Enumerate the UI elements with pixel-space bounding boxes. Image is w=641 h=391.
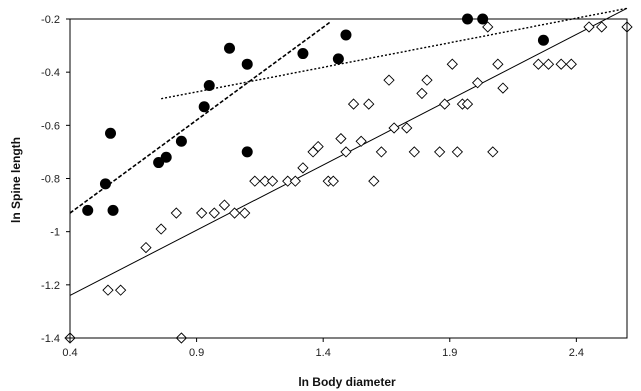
filled-circle-point bbox=[241, 58, 253, 70]
y-tick-label: -0.6 bbox=[41, 120, 60, 132]
open-diamond-point bbox=[375, 146, 388, 158]
open-diamond-point bbox=[565, 58, 577, 70]
open-diamond-point bbox=[249, 175, 261, 187]
open-diamond-point bbox=[196, 207, 208, 219]
open-diamond-point bbox=[408, 146, 420, 158]
y-tick-label: -0.2 bbox=[41, 14, 60, 26]
filled-circle-point bbox=[537, 34, 549, 46]
open-diamond-point bbox=[208, 207, 220, 219]
open-diamond-point bbox=[340, 146, 352, 158]
open-diamond-point bbox=[596, 21, 608, 33]
y-tick-label: -1.4 bbox=[41, 333, 60, 345]
x-tick-label: 2.4 bbox=[569, 347, 584, 359]
open-diamond-point bbox=[335, 132, 347, 145]
filled-circle-point bbox=[160, 151, 172, 163]
filled-circle-point bbox=[241, 146, 253, 158]
open-diamond-point bbox=[282, 175, 294, 187]
open-diamond-point bbox=[239, 207, 251, 219]
open-diamond-point bbox=[383, 74, 395, 86]
open-diamond-point bbox=[114, 284, 127, 296]
x-tick-label: 1.9 bbox=[442, 347, 457, 359]
x-tick-label: 1.4 bbox=[316, 347, 331, 359]
open-diamond-point bbox=[492, 58, 504, 70]
open-diamond-point bbox=[363, 98, 375, 110]
open-diamond-point bbox=[487, 146, 499, 158]
open-diamond-point bbox=[155, 223, 167, 235]
open-diamond-point bbox=[461, 98, 474, 110]
dotted-trend-line bbox=[161, 7, 628, 100]
open-diamond-point bbox=[218, 199, 231, 211]
y-tick-label: -1 bbox=[50, 227, 60, 239]
open-diamond-point bbox=[401, 122, 413, 134]
open-diamond-point bbox=[434, 146, 446, 158]
y-tick-label: -0.8 bbox=[41, 174, 60, 186]
open-diamond-point bbox=[289, 175, 301, 187]
filled-circle-point bbox=[297, 48, 309, 60]
filled-circle-point bbox=[203, 79, 215, 91]
y-tick-label: -0.4 bbox=[41, 67, 60, 79]
open-diamond-point bbox=[228, 207, 241, 219]
open-diamond-point bbox=[451, 146, 464, 158]
open-diamond-point bbox=[416, 87, 428, 100]
open-diamond-point bbox=[259, 175, 271, 187]
x-tick-label: 0.4 bbox=[62, 347, 77, 359]
open-diamond-point bbox=[388, 122, 400, 134]
open-diamond-point bbox=[170, 207, 182, 219]
open-diamond-point bbox=[102, 284, 114, 296]
open-diamond-point bbox=[355, 135, 367, 147]
open-diamond-point bbox=[266, 175, 279, 187]
open-diamond-point bbox=[482, 21, 494, 33]
open-diamond-point bbox=[421, 74, 433, 86]
x-tick-label: 0.9 bbox=[189, 347, 204, 359]
open-diamond-point bbox=[368, 175, 380, 187]
open-diamond-point bbox=[497, 82, 509, 94]
open-diamond-point bbox=[439, 98, 451, 110]
open-diamond-point bbox=[532, 58, 545, 70]
filled-circle-point bbox=[82, 204, 94, 216]
y-tick-label: -1.2 bbox=[41, 280, 60, 292]
filled-circle-point bbox=[99, 178, 111, 190]
filled-circle-point bbox=[107, 204, 119, 216]
plot-area bbox=[64, 7, 633, 344]
open-diamond-point bbox=[471, 77, 484, 89]
open-diamond-point bbox=[446, 58, 458, 70]
filled-circle-point bbox=[105, 127, 117, 139]
open-diamond-point bbox=[140, 241, 152, 254]
filled-circle-point bbox=[340, 29, 352, 41]
x-axis-title: ln Body diameter bbox=[298, 375, 396, 389]
axes: 0.4 0.9 1.4 1.9 2.4 -0.2 -0.4 -0.6 -0.8 -1 -1.2 -1.… bbox=[41, 14, 628, 359]
open-diamond-point bbox=[327, 175, 339, 187]
filled-circle-point bbox=[224, 42, 236, 54]
open-diamond-point bbox=[542, 58, 555, 70]
open-diamond-point bbox=[297, 162, 309, 174]
open-diamond-point bbox=[312, 140, 324, 153]
filled-circle-point bbox=[198, 101, 210, 113]
filled-circle-point bbox=[332, 53, 344, 65]
open-diamond-point bbox=[583, 21, 595, 33]
y-axis-title: ln Spine length bbox=[9, 137, 23, 223]
open-diamond-point bbox=[555, 58, 567, 70]
filled-circle-point bbox=[175, 135, 187, 147]
open-diamond-point bbox=[347, 98, 360, 110]
